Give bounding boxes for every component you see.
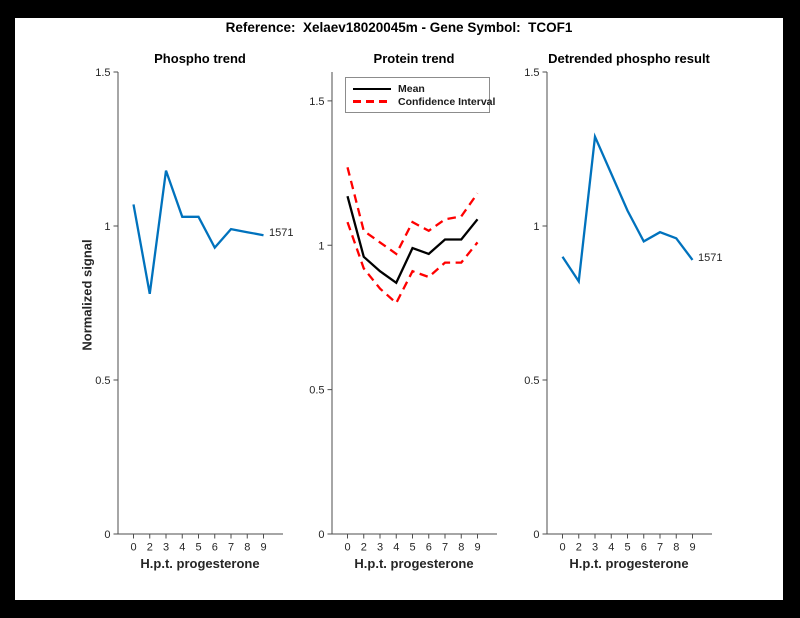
- plot1-x-tick-label: 8: [244, 542, 250, 554]
- xlabel-protein: H.p.t. progesterone: [354, 556, 474, 571]
- subplot-phospho-title: Phospho trend: [154, 51, 246, 66]
- xlabel-phospho: H.p.t. progesterone: [140, 556, 260, 571]
- series-end-label-phospho: 1571: [269, 227, 294, 239]
- legend-entry-mean: Mean: [353, 82, 489, 95]
- plot1-tick-marks: [113, 71, 264, 539]
- plot2-x-tick-label: 5: [409, 542, 415, 554]
- figure-canvas: [15, 18, 783, 600]
- plot3-x-tick-label: 4: [608, 542, 614, 554]
- subplot-protein-title: Protein trend: [373, 51, 455, 66]
- legend: Mean Confidence Interval: [345, 77, 495, 113]
- plot2-y-tick-label: 0: [318, 529, 324, 541]
- plot2-x-tick-label: 7: [442, 542, 448, 554]
- plot3-x-tick-label: 7: [657, 542, 663, 554]
- plot3-y-tick-label: 1: [533, 221, 539, 233]
- plot3-x-tick-label: 6: [641, 542, 647, 554]
- plot1-x-tick-label: 9: [260, 542, 266, 554]
- plot1-x-tick-label: 2: [147, 542, 153, 554]
- plot1-x-tick-label: 3: [163, 542, 169, 554]
- plot2-x-tick-label: 6: [426, 542, 432, 554]
- plot3-x-tick-label: 5: [624, 542, 630, 554]
- plot3-x-tick-label: 3: [592, 542, 598, 554]
- plot2-x-tick-label: 4: [393, 542, 399, 554]
- figure-title: Reference: Xelaev18020045m - Gene Symbol…: [225, 20, 573, 35]
- series-end-label-detrended: 1571: [698, 252, 723, 264]
- plot2-series-line-1: [346, 167, 479, 256]
- plot1-y-tick-label: 1: [104, 221, 110, 233]
- plot3-y-tick-label: 0: [533, 529, 539, 541]
- plot3-x-tick-label: 9: [689, 542, 695, 554]
- plot2-y-tick-label: 0.5: [309, 385, 324, 397]
- plot2-series-line-0: [346, 195, 479, 285]
- plot2-x-tick-label: 9: [474, 542, 480, 554]
- plot1-x-tick-label: 5: [195, 542, 201, 554]
- plot1-y-tick-label: 0.5: [95, 375, 110, 387]
- legend-ci-label: Confidence Interval: [398, 95, 496, 108]
- plot2-series-line-2: [346, 221, 479, 305]
- plot2-axes-spines: [331, 72, 497, 535]
- plot3-tick-marks: [542, 71, 693, 539]
- subplot-detrended-title: Detrended phospho result: [548, 51, 710, 66]
- plot3-y-tick-label: 0.5: [524, 375, 539, 387]
- plot2-y-tick-label: 1.5: [309, 96, 324, 108]
- legend-entry-confidence-interval: Confidence Interval: [353, 95, 495, 108]
- plot2-x-tick-label: 3: [377, 542, 383, 554]
- plot2-x-tick-label: 8: [458, 542, 464, 554]
- xlabel-detrended: H.p.t. progesterone: [569, 556, 689, 571]
- plot3-axes-spines: [546, 72, 712, 535]
- plot3-x-tick-label: 2: [576, 542, 582, 554]
- legend-mean-line-icon: [353, 87, 391, 90]
- ylabel-normalized-signal: Normalized signal: [79, 239, 95, 351]
- plot3-series-line-0: [561, 132, 694, 285]
- plot2-x-tick-label: 2: [361, 542, 367, 554]
- plot1-y-tick-label: 1.5: [95, 67, 110, 79]
- plot2-y-tick-label: 1: [318, 240, 324, 252]
- plot1-x-tick-label: 6: [212, 542, 218, 554]
- plot3-x-tick-label: 0: [559, 542, 565, 554]
- plot1-x-tick-label: 7: [228, 542, 234, 554]
- plot1-axes-spines: [117, 72, 283, 535]
- legend-mean-label: Mean: [398, 82, 425, 95]
- plot1-x-tick-label: 4: [179, 542, 185, 554]
- plot2-x-tick-label: 0: [344, 542, 350, 554]
- plot1-x-tick-label: 0: [130, 542, 136, 554]
- legend-ci-line-icon: [353, 100, 391, 103]
- plot2-tick-marks: [327, 100, 478, 539]
- plot1-y-tick-label: 0: [104, 529, 110, 541]
- plot1-series-line-0: [132, 170, 264, 295]
- plot3-x-tick-label: 8: [673, 542, 679, 554]
- plot3-y-tick-label: 1.5: [524, 67, 539, 79]
